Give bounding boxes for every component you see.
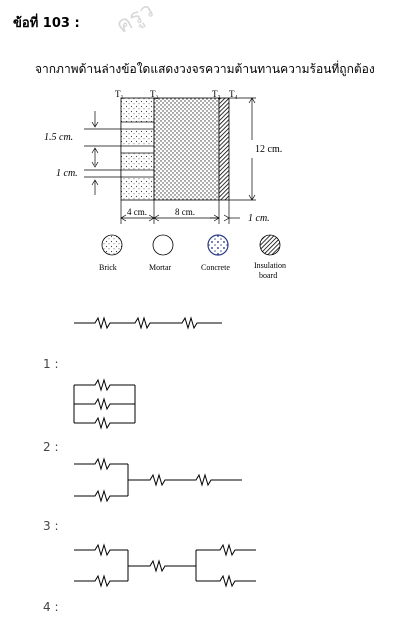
left-dimensions — [84, 111, 121, 195]
temp-label-t3: T₃ — [212, 89, 221, 99]
width-dimensions — [120, 200, 240, 224]
option-3-label[interactable]: 3 : — [43, 519, 59, 533]
temp-label-t2: T₂ — [150, 89, 159, 99]
option-4-circuit — [74, 543, 256, 588]
option-2-circuit — [73, 378, 136, 430]
mortar-icon — [152, 234, 174, 256]
question-title: ข้อที่ 103 : — [13, 16, 80, 31]
legend-label-concrete: Concrete — [201, 263, 230, 272]
legend-label-insulation-line2: board — [259, 271, 277, 280]
temp-label-t1: T₁ — [115, 89, 124, 99]
legend-label-mortar: Mortar — [149, 263, 172, 272]
dim-insulation-width-label: 1 cm. — [248, 213, 270, 224]
dim-height-label: 12 cm. — [255, 144, 282, 155]
concrete-icon — [207, 234, 229, 256]
option-3-circuit — [74, 457, 242, 503]
legend-label-insulation-line1: Insulation — [254, 261, 286, 270]
dim-brick-width-label: 4 cm. — [127, 207, 147, 217]
legend-label-insulation: Insulation board — [254, 261, 288, 280]
height-dimension — [229, 97, 256, 201]
option-2-label[interactable]: 2 : — [43, 440, 59, 454]
option-1-circuit — [74, 316, 222, 330]
question-prompt: จากภาพด้านล่างข้อใดแสดงวงจรความต้านทานคว… — [35, 62, 375, 76]
brick-column — [120, 97, 155, 201]
legend: Brick Mortar Concrete Insulation board — [99, 234, 288, 280]
dim-concrete-width-label: 8 cm. — [175, 207, 195, 217]
brick-icon — [101, 234, 123, 256]
dim-mortar-label: 1 cm. — [56, 168, 78, 179]
legend-label-brick: Brick — [99, 263, 117, 272]
option-4-label[interactable]: 4 : — [43, 600, 59, 614]
dim-brick-label: 1.5 cm. — [44, 132, 73, 143]
temp-label-t4: T₄ — [229, 89, 238, 99]
concrete-layer — [153, 97, 220, 201]
insulation-icon — [259, 234, 281, 256]
insulation-layer — [218, 97, 230, 201]
option-1-label[interactable]: 1 : — [43, 357, 59, 371]
